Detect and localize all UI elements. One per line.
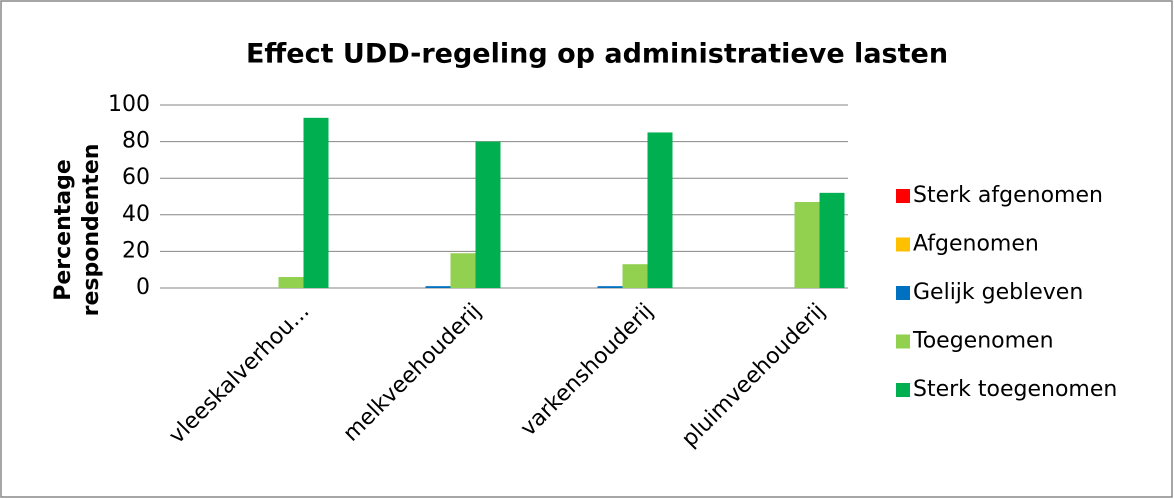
bar: [450, 253, 476, 288]
legend-swatch: [896, 189, 910, 203]
y-axis-title-line: Percentage: [51, 159, 76, 301]
bar: [794, 201, 820, 288]
legend-label: Sterk afgenomen: [913, 183, 1103, 208]
y-axis-title: Percentage respondenten: [51, 144, 104, 317]
bar: [425, 286, 451, 288]
bar: [819, 192, 845, 288]
bar: [475, 141, 501, 288]
legend-label: Afgenomen: [913, 232, 1039, 257]
y-tick-label: 40: [122, 202, 150, 227]
bar: [647, 132, 673, 288]
legend-label: Sterk toegenomen: [913, 377, 1117, 402]
legend-label: Gelijk gebleven: [913, 280, 1083, 305]
y-tick-label: 100: [108, 92, 150, 117]
y-tick-label: 80: [122, 129, 150, 154]
y-tick-label: 20: [122, 238, 150, 263]
legend-swatch: [896, 334, 910, 349]
bar: [278, 277, 304, 288]
legend-label: Toegenomen: [912, 329, 1054, 354]
chart-title: Effect UDD-regeling op administratieve l…: [246, 39, 948, 70]
y-tick-label: 0: [136, 275, 150, 300]
bar: [622, 264, 648, 288]
y-axis-title-line: respondenten: [79, 144, 104, 317]
bar: [303, 117, 329, 288]
bar: [597, 286, 623, 288]
legend-swatch: [896, 237, 910, 252]
y-tick-label: 60: [122, 165, 150, 190]
legend-swatch: [896, 383, 910, 397]
legend-swatch: [896, 286, 910, 300]
